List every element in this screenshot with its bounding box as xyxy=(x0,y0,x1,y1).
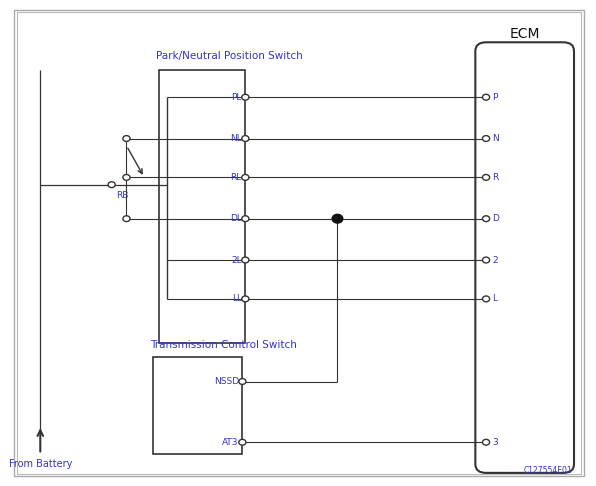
Text: RL: RL xyxy=(231,173,242,182)
Circle shape xyxy=(483,216,489,222)
Text: LL: LL xyxy=(232,295,242,303)
Circle shape xyxy=(483,174,489,180)
Circle shape xyxy=(332,214,343,223)
Circle shape xyxy=(108,182,115,188)
Text: C127554E01: C127554E01 xyxy=(524,466,572,475)
Text: From Battery: From Battery xyxy=(8,459,72,469)
Text: P: P xyxy=(492,93,498,102)
Text: N: N xyxy=(492,134,499,143)
Text: Transmission Control Switch: Transmission Control Switch xyxy=(150,340,297,350)
Text: D: D xyxy=(492,214,499,223)
Bar xyxy=(159,70,246,343)
FancyBboxPatch shape xyxy=(476,42,574,473)
Circle shape xyxy=(483,136,489,141)
Bar xyxy=(153,357,243,454)
Circle shape xyxy=(483,439,489,445)
Text: NSSD: NSSD xyxy=(214,377,239,386)
Circle shape xyxy=(239,379,246,384)
Circle shape xyxy=(242,174,249,180)
Text: ECM: ECM xyxy=(510,27,540,41)
Text: DL: DL xyxy=(230,214,242,223)
Circle shape xyxy=(123,174,130,180)
Circle shape xyxy=(483,257,489,263)
Text: L: L xyxy=(492,295,497,303)
Circle shape xyxy=(242,296,249,302)
Text: RB: RB xyxy=(116,191,129,200)
Text: R: R xyxy=(492,173,498,182)
Circle shape xyxy=(483,94,489,100)
Circle shape xyxy=(242,94,249,100)
Text: NL: NL xyxy=(230,134,242,143)
Circle shape xyxy=(242,257,249,263)
Text: 2L: 2L xyxy=(231,256,242,264)
Text: PL: PL xyxy=(231,93,242,102)
Circle shape xyxy=(242,216,249,222)
Circle shape xyxy=(123,136,130,141)
Text: Park/Neutral Position Switch: Park/Neutral Position Switch xyxy=(156,51,303,61)
Circle shape xyxy=(239,439,246,445)
Text: 2: 2 xyxy=(492,256,498,264)
Text: 3: 3 xyxy=(492,438,498,447)
Text: AT3: AT3 xyxy=(222,438,239,447)
Circle shape xyxy=(123,216,130,222)
Circle shape xyxy=(483,296,489,302)
Circle shape xyxy=(242,136,249,141)
